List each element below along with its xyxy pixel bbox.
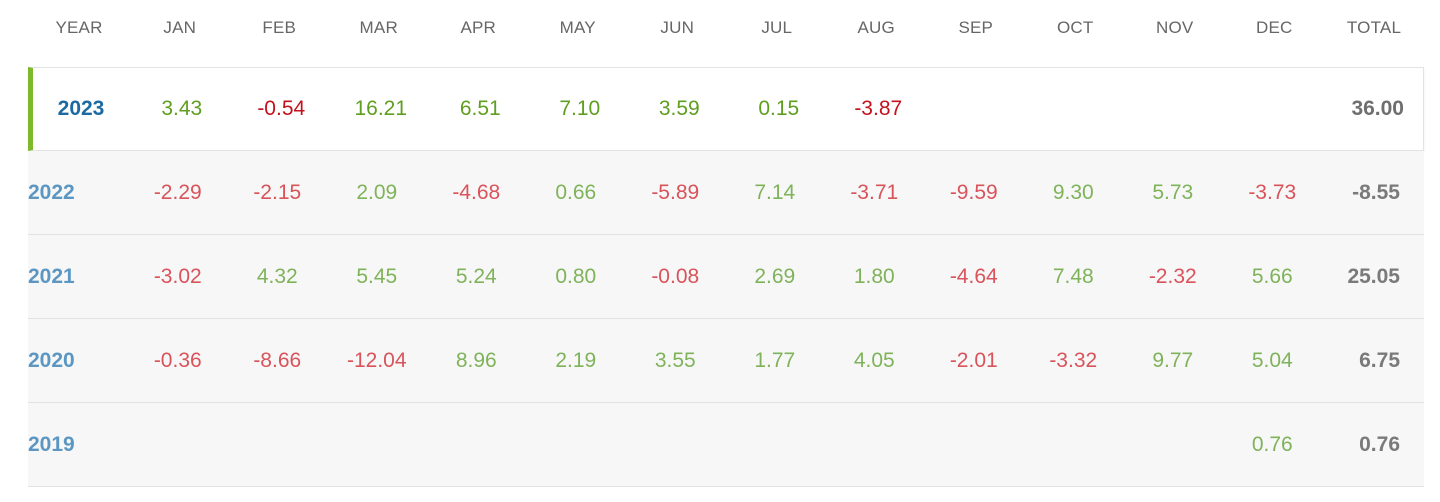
header-month: AUG <box>857 18 895 37</box>
month-value: -3.71 <box>850 180 899 204</box>
row-total: -8.55 <box>1352 180 1400 204</box>
row-total: 6.75 <box>1359 348 1400 372</box>
header-month: MAR <box>359 18 398 37</box>
table-row: 2019 0.76 0.76 <box>28 403 1424 487</box>
header-total: TOTAL <box>1346 18 1402 37</box>
month-value: -8.66 <box>253 348 302 372</box>
table-row-current: 2023 3.43 -0.54 16.21 6.51 7.10 3.59 0.15 -3.87 3… <box>28 67 1424 151</box>
header-month: APR <box>460 18 497 37</box>
month-value: 3.55 <box>654 348 696 372</box>
row-total: 36.00 <box>1351 97 1404 120</box>
month-value: 1.77 <box>754 348 796 372</box>
row-year[interactable]: 2023 <box>57 97 105 120</box>
table-header: YEAR JAN FEB MAR APR MAY JUN JUL AUG SEP… <box>28 0 1424 56</box>
month-value: -2.29 <box>153 180 202 204</box>
month-value: -3.87 <box>854 97 903 120</box>
month-value: -5.89 <box>651 180 700 204</box>
month-value: 5.66 <box>1251 264 1293 288</box>
month-value: 1.80 <box>853 264 895 288</box>
month-value: 2.19 <box>555 348 597 372</box>
month-value: 8.96 <box>455 348 497 372</box>
row-total: 25.05 <box>1347 264 1400 288</box>
month-value: 7.10 <box>559 97 601 120</box>
row-year[interactable]: 2021 <box>28 264 75 288</box>
month-value: -4.64 <box>949 264 998 288</box>
table-row: 2021 -3.02 4.32 5.45 5.24 0.80 -0.08 2.69 1.80 -4… <box>28 235 1424 319</box>
month-value: -3.32 <box>1049 348 1098 372</box>
month-value: -4.68 <box>452 180 501 204</box>
header-month: SEP <box>958 18 994 37</box>
month-value: 5.73 <box>1152 180 1194 204</box>
month-value: -0.54 <box>257 97 306 120</box>
month-value: 5.04 <box>1251 348 1293 372</box>
month-value: 0.15 <box>758 97 800 120</box>
month-value: 7.14 <box>754 180 796 204</box>
month-value: 3.43 <box>161 97 203 120</box>
month-value: 0.76 <box>1251 432 1293 456</box>
table-body: 2023 3.43 -0.54 16.21 6.51 7.10 3.59 0.15 -3.87 3… <box>28 67 1424 487</box>
month-value: 9.30 <box>1052 180 1094 204</box>
row-year[interactable]: 2020 <box>28 348 75 372</box>
month-value: -0.36 <box>153 348 202 372</box>
month-value: 5.45 <box>356 264 398 288</box>
row-total: 0.76 <box>1359 432 1400 456</box>
table-row: 2020 -0.36 -8.66 -12.04 8.96 2.19 3.55 1.77 4.05… <box>28 319 1424 403</box>
month-value: 3.59 <box>658 97 700 120</box>
month-value: -2.01 <box>949 348 998 372</box>
header-month: MAY <box>559 18 596 37</box>
header-month: JAN <box>163 18 197 37</box>
month-value: 16.21 <box>354 97 408 120</box>
month-value: 9.77 <box>1152 348 1194 372</box>
month-value: -0.08 <box>651 264 700 288</box>
header-year: YEAR <box>55 18 103 37</box>
month-value: 4.32 <box>256 264 298 288</box>
row-year[interactable]: 2022 <box>28 180 75 204</box>
header-month: JUN <box>660 18 695 37</box>
month-value: 4.05 <box>853 348 895 372</box>
month-value: 6.51 <box>459 97 501 120</box>
header-month: FEB <box>262 18 297 37</box>
table-row: 2022 -2.29 -2.15 2.09 -4.68 0.66 -5.89 7.14 -3.7… <box>28 151 1424 235</box>
row-year[interactable]: 2019 <box>28 432 75 456</box>
month-value: -3.73 <box>1248 180 1297 204</box>
month-value: 7.48 <box>1052 264 1094 288</box>
month-value: -9.59 <box>949 180 998 204</box>
header-month: DEC <box>1256 18 1293 37</box>
month-value: -2.15 <box>253 180 302 204</box>
month-value: -12.04 <box>346 348 407 372</box>
header-month: OCT <box>1057 18 1094 37</box>
month-value: 2.09 <box>356 180 398 204</box>
month-value: 2.69 <box>754 264 796 288</box>
month-value: 5.24 <box>455 264 497 288</box>
month-value: 0.80 <box>555 264 597 288</box>
month-value: -3.02 <box>153 264 202 288</box>
header-month: NOV <box>1156 18 1194 37</box>
month-value: -2.32 <box>1148 264 1197 288</box>
monthly-returns-table: YEAR JAN FEB MAR APR MAY JUN JUL AUG SEP… <box>28 0 1424 487</box>
header-month: JUL <box>761 18 793 37</box>
month-value: 0.66 <box>555 180 597 204</box>
